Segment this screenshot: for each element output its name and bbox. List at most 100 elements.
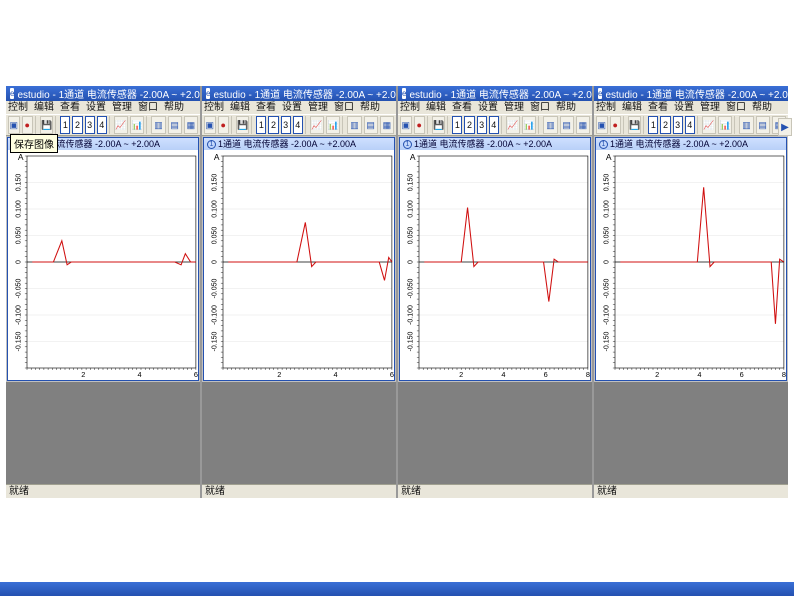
grid3-button[interactable]: ▦ [576, 116, 590, 134]
toolbar-sep [342, 116, 345, 134]
channel-selector-1[interactable]: 1 [256, 116, 266, 134]
menu-item[interactable]: 帮助 [360, 102, 380, 113]
grid-button[interactable]: ▥ [543, 116, 557, 134]
svg-text:0.050: 0.050 [405, 227, 414, 245]
channel-selector-1[interactable]: 1 [60, 116, 70, 134]
toolbar-sep [538, 116, 541, 134]
record-button[interactable]: ▣ [596, 116, 608, 134]
rec-dot-button[interactable]: ● [22, 116, 34, 134]
chart-button[interactable]: 📈 [506, 116, 520, 134]
chart2-button[interactable]: 📊 [718, 116, 732, 134]
menu-item[interactable]: 管理 [112, 102, 132, 113]
menu-item[interactable]: 帮助 [556, 102, 576, 113]
record-button[interactable]: ▣ [8, 116, 20, 134]
svg-text:2: 2 [277, 370, 281, 379]
plot-area: 11通道 电流传感器 -2.00A ~ +2.00A0.1500.1000.05… [595, 137, 787, 381]
channel-selector-4[interactable]: 4 [97, 116, 107, 134]
chart-button[interactable]: 📈 [310, 116, 324, 134]
menu-item[interactable]: 帮助 [164, 102, 184, 113]
app-icon: e [402, 88, 406, 99]
channel-indicator-icon: 1 [599, 140, 608, 149]
plot-header-label: 1通道 电流传感器 -2.00A ~ +2.00A [218, 139, 356, 149]
menu-item[interactable]: 查看 [256, 102, 276, 113]
menu-item[interactable]: 控制 [8, 102, 28, 113]
titlebar[interactable]: eestudio - 1通道 电流传感器 -2.00A ~ +2.00A [6, 86, 200, 101]
channel-selector-4[interactable]: 4 [685, 116, 695, 134]
empty-area [398, 382, 592, 484]
menu-item[interactable]: 编辑 [34, 102, 54, 113]
record-button[interactable]: ▣ [204, 116, 216, 134]
channel-selector-2[interactable]: 2 [660, 116, 670, 134]
channel-selector-2[interactable]: 2 [72, 116, 82, 134]
chart-button[interactable]: 📈 [114, 116, 128, 134]
menu-item[interactable]: 查看 [648, 102, 668, 113]
menu-item[interactable]: 窗口 [726, 102, 746, 113]
menu-item[interactable]: 查看 [60, 102, 80, 113]
plot-area: 11通道 电流传感器 -2.00A ~ +2.00A0.1500.1000.05… [203, 137, 395, 381]
chart-button[interactable]: 📈 [702, 116, 716, 134]
channel-selector-2[interactable]: 2 [268, 116, 278, 134]
menu-item[interactable]: 管理 [308, 102, 328, 113]
grid2-button[interactable]: ▤ [756, 116, 770, 134]
save-button[interactable]: 💾 [236, 116, 249, 134]
channel-selector-2[interactable]: 2 [464, 116, 474, 134]
chart2-button[interactable]: 📊 [326, 116, 340, 134]
titlebar[interactable]: eestudio - 1通道 电流传感器 -2.00A ~ +2.00A [202, 86, 396, 101]
menu-item[interactable]: 设置 [674, 102, 694, 113]
save-button[interactable]: 💾 [432, 116, 445, 134]
menu-item[interactable]: 设置 [282, 102, 302, 113]
workarea: eestudio - 1通道 电流传感器 -2.00A ~ +2.00A控制编辑… [6, 86, 788, 498]
save-button[interactable]: 💾 [628, 116, 641, 134]
svg-text:0.100: 0.100 [601, 200, 610, 218]
svg-text:-0.100: -0.100 [601, 305, 610, 325]
overflow-play-button[interactable]: ▶ [778, 118, 792, 136]
channel-selector-1[interactable]: 1 [452, 116, 462, 134]
titlebar[interactable]: eestudio - 1通道 电流传感器 -2.00A ~ +2.00A [398, 86, 592, 101]
channel-selector-3[interactable]: 3 [85, 116, 95, 134]
menu-item[interactable]: 查看 [452, 102, 472, 113]
plot-svg: 0.1500.1000.0500-0.050-0.100-0.150A2468 [596, 150, 786, 381]
channel-selector-4[interactable]: 4 [293, 116, 303, 134]
grid-button[interactable]: ▥ [347, 116, 361, 134]
grid2-button[interactable]: ▤ [168, 116, 182, 134]
channel-selector-3[interactable]: 3 [281, 116, 291, 134]
menubar: 控制编辑查看设置管理窗口帮助 [6, 101, 200, 114]
rec-dot-button[interactable]: ● [414, 116, 426, 134]
grid2-button[interactable]: ▤ [364, 116, 378, 134]
menu-item[interactable]: 设置 [478, 102, 498, 113]
grid3-button[interactable]: ▦ [380, 116, 394, 134]
grid3-button[interactable]: ▦ [184, 116, 198, 134]
channel-selector-3[interactable]: 3 [673, 116, 683, 134]
menu-item[interactable]: 控制 [204, 102, 224, 113]
menu-item[interactable]: 帮助 [752, 102, 772, 113]
rec-dot-button[interactable]: ● [218, 116, 230, 134]
menu-item[interactable]: 编辑 [426, 102, 446, 113]
grid-button[interactable]: ▥ [739, 116, 753, 134]
svg-text:-0.050: -0.050 [405, 279, 414, 299]
svg-text:0: 0 [209, 260, 218, 264]
titlebar[interactable]: eestudio - 1通道 电流传感器 -2.00A ~ +2.00A [594, 86, 788, 101]
toolbar-sep [427, 116, 430, 134]
grid2-button[interactable]: ▤ [560, 116, 574, 134]
menu-item[interactable]: 窗口 [138, 102, 158, 113]
chart2-button[interactable]: 📊 [522, 116, 536, 134]
chart2-button[interactable]: 📊 [130, 116, 144, 134]
channel-selector-4[interactable]: 4 [489, 116, 499, 134]
menu-item[interactable]: 管理 [504, 102, 524, 113]
menu-item[interactable]: 设置 [86, 102, 106, 113]
menu-item[interactable]: 控制 [596, 102, 616, 113]
record-button[interactable]: ▣ [400, 116, 412, 134]
channel-selector-3[interactable]: 3 [477, 116, 487, 134]
menu-item[interactable]: 窗口 [530, 102, 550, 113]
save-button[interactable]: 💾 [40, 116, 53, 134]
menu-item[interactable]: 窗口 [334, 102, 354, 113]
menu-item[interactable]: 控制 [400, 102, 420, 113]
channel-selector-1[interactable]: 1 [648, 116, 658, 134]
grid-button[interactable]: ▥ [151, 116, 165, 134]
svg-text:0.150: 0.150 [13, 174, 22, 192]
rec-dot-button[interactable]: ● [610, 116, 622, 134]
menu-item[interactable]: 管理 [700, 102, 720, 113]
menu-item[interactable]: 编辑 [622, 102, 642, 113]
menu-item[interactable]: 编辑 [230, 102, 250, 113]
window-title: estudio - 1通道 电流传感器 -2.00A ~ +2.00A [409, 86, 592, 101]
